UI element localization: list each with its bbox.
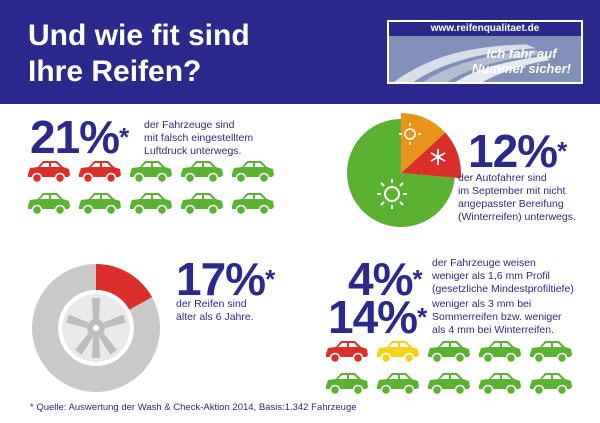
stat-pressure-number: 21% bbox=[30, 111, 120, 163]
pie-slice-share bbox=[401, 132, 461, 179]
wheel-rim-icon bbox=[62, 294, 130, 362]
car-icon bbox=[228, 190, 278, 216]
stat-profile-recommended-number: 14% bbox=[328, 291, 418, 343]
brand-badge[interactable]: www.reifenqualitaet.de Ich fahr auf Numm… bbox=[387, 20, 583, 84]
autumn-sun-icon bbox=[399, 123, 421, 145]
car-icon bbox=[322, 370, 372, 396]
stat-age-number: 17% bbox=[176, 253, 266, 305]
car-icon bbox=[228, 158, 278, 184]
car-icon bbox=[126, 190, 176, 216]
car-icon bbox=[424, 338, 474, 364]
stat-profile-recommended-text: weniger als 3 mm bei Sommerreifen bzw. w… bbox=[432, 298, 562, 336]
car-icon bbox=[373, 338, 423, 364]
car-icon bbox=[75, 190, 125, 216]
car-icon bbox=[126, 158, 176, 184]
stat-profile-legal-number: 4% bbox=[348, 253, 413, 305]
road-icon bbox=[389, 36, 581, 82]
sun-icon bbox=[377, 179, 407, 209]
stat-age-mark: * bbox=[265, 264, 275, 294]
stat-pressure-mark: * bbox=[119, 122, 129, 152]
badge-url[interactable]: www.reifenqualitaet.de bbox=[389, 22, 581, 36]
stat-season-mark: * bbox=[557, 136, 567, 166]
car-icon bbox=[475, 338, 525, 364]
car-grid-pressure bbox=[24, 158, 278, 216]
stat-season-text: der Autofahrer sind im September mit nic… bbox=[458, 172, 576, 223]
car-icon bbox=[373, 370, 423, 396]
pie-slice-rest bbox=[347, 119, 455, 227]
car-icon bbox=[526, 370, 576, 396]
car-icon bbox=[24, 190, 74, 216]
car-icon bbox=[75, 158, 125, 184]
car-icon bbox=[424, 370, 474, 396]
car-icon bbox=[177, 190, 227, 216]
car-icon bbox=[526, 338, 576, 364]
stat-season-number: 12% bbox=[468, 125, 558, 177]
season-pie-chart bbox=[347, 113, 461, 227]
header-banner: Und wie fit sind Ihre Reifen? www.reifen… bbox=[0, 0, 600, 104]
car-icon bbox=[475, 370, 525, 396]
source-footnote: * Quelle: Auswertung der Wash & Check-Ak… bbox=[30, 402, 357, 413]
tire-age-chart bbox=[31, 264, 160, 392]
car-grid-profile bbox=[322, 338, 576, 396]
stat-pressure-value: 21%* bbox=[30, 111, 129, 163]
stat-profile-legal-text: der Fahrzeuge weisen weniger als 1,6 mm … bbox=[432, 257, 574, 295]
car-icon bbox=[322, 338, 372, 364]
car-icon bbox=[24, 158, 74, 184]
stat-season-value: 12%* bbox=[468, 125, 567, 177]
snowflake-icon bbox=[430, 149, 446, 165]
pie-slice-autumn bbox=[401, 113, 446, 173]
stat-profile-recommended-value: 14%* bbox=[328, 291, 427, 343]
page-title: Und wie fit sind Ihre Reifen? bbox=[28, 19, 250, 88]
car-icon bbox=[177, 158, 227, 184]
stat-profile-legal-value: 4%* bbox=[348, 253, 423, 305]
stat-age-text: der Reifen sind älter als 6 Jahre. bbox=[176, 298, 254, 323]
stat-profile-legal-mark: * bbox=[412, 264, 422, 294]
badge-slogan: Ich fahr auf Nummer sicher! bbox=[472, 46, 571, 76]
stat-profile-recommended-mark: * bbox=[417, 302, 427, 332]
stat-age-value: 17%* bbox=[176, 253, 275, 305]
stat-pressure-text: der Fahrzeuge sind mit falsch eingestell… bbox=[144, 119, 254, 157]
